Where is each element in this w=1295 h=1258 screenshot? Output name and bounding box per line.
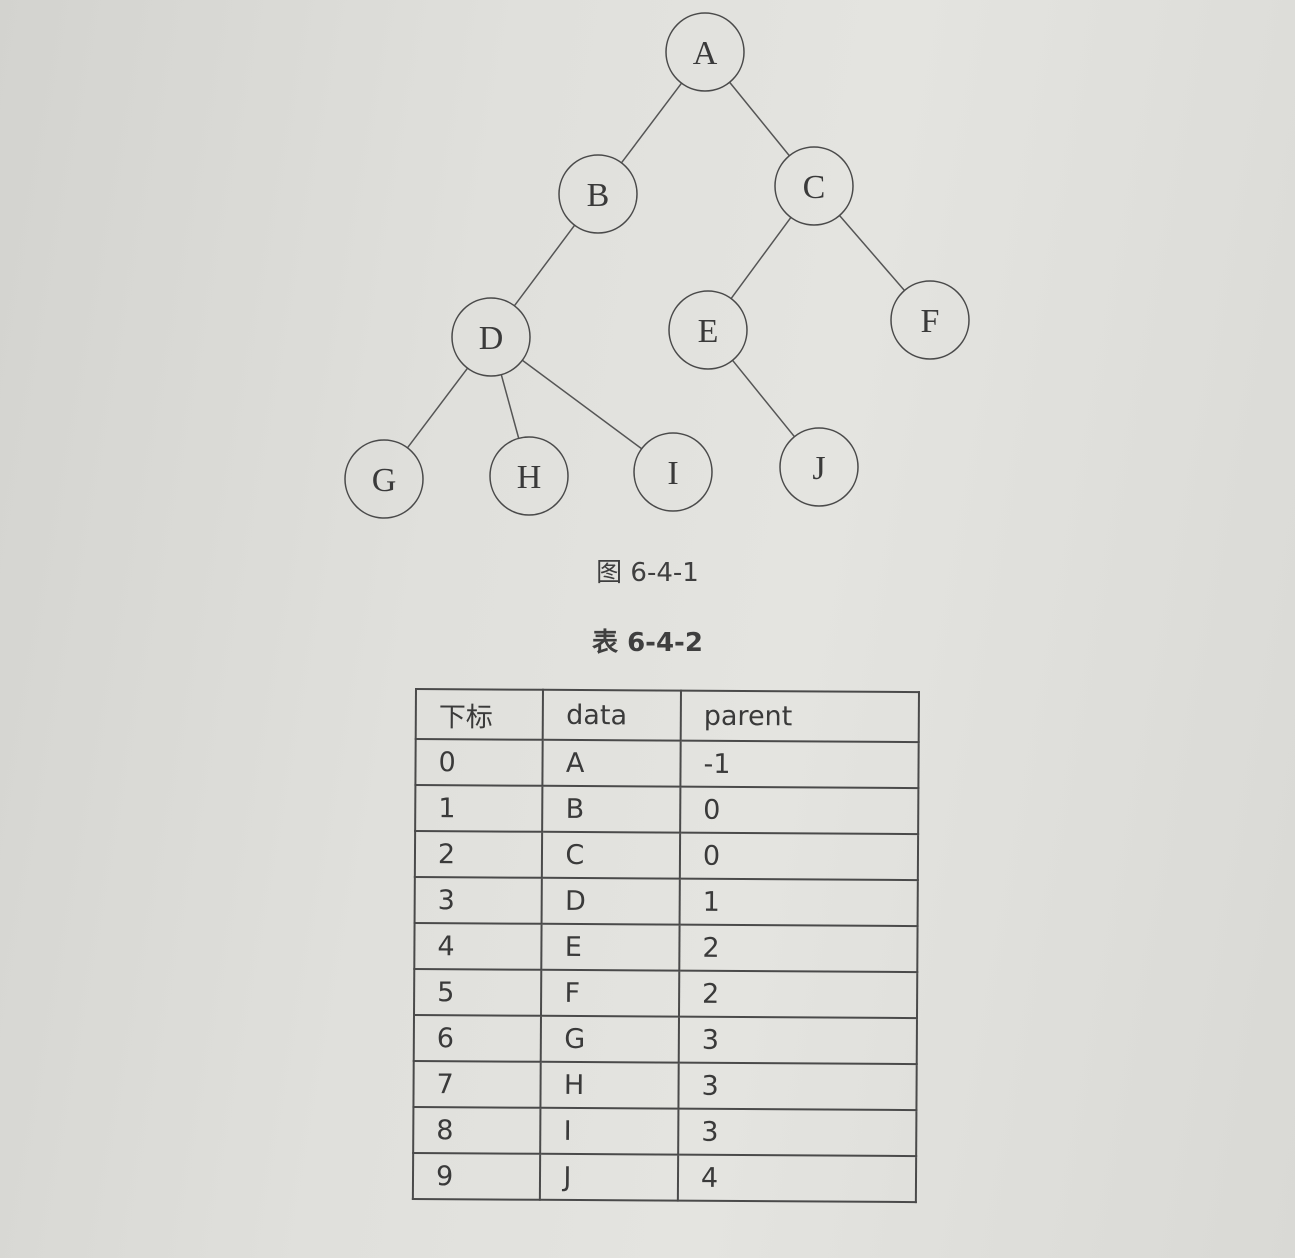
node-label: A — [693, 35, 718, 72]
edge-b-d — [513, 224, 576, 307]
cell-index: 9 — [412, 1152, 541, 1200]
node-circle — [558, 154, 638, 234]
table-header-row: 下标 data parent — [415, 689, 919, 743]
node-label: E — [698, 313, 719, 350]
table-row: 1 B 0 — [415, 785, 919, 835]
node-label: J — [812, 450, 825, 487]
header-index: 下标 — [415, 689, 544, 740]
cell-data: E — [541, 923, 680, 971]
edge-c-e — [730, 216, 792, 300]
tree-node-a: A — [665, 12, 745, 92]
cell-parent: 4 — [677, 1154, 917, 1203]
node-circle — [774, 146, 854, 226]
cell-index: 3 — [414, 877, 543, 924]
cell-data: D — [541, 877, 680, 925]
header-parent: parent — [680, 690, 919, 743]
edge-c-f — [838, 214, 906, 292]
table-caption: 表 6-4-2 — [592, 628, 703, 658]
figure-caption: 图 6-4-1 — [596, 558, 699, 588]
table-row: 4 E 2 — [414, 923, 918, 973]
tree-node-b: B — [558, 154, 638, 234]
cell-data: G — [541, 1015, 679, 1063]
tree-node-f: F — [890, 280, 970, 360]
tree-node-c: C — [774, 146, 854, 226]
cell-parent: 2 — [679, 924, 918, 973]
cell-index: 1 — [415, 785, 543, 832]
tree-node-j: J — [779, 427, 859, 507]
edge-d-h — [500, 374, 520, 439]
cell-index: 0 — [415, 739, 544, 786]
node-circle — [489, 436, 569, 516]
node-circle — [890, 280, 970, 360]
node-label: D — [479, 320, 504, 357]
tree-node-i: I — [633, 432, 713, 512]
cell-parent: 0 — [679, 832, 919, 881]
table-row: 3 D 1 — [414, 877, 918, 927]
tree-edges — [406, 81, 906, 450]
cell-data: J — [540, 1153, 679, 1201]
cell-data: F — [541, 969, 680, 1017]
table-row: 9 J 4 — [412, 1152, 917, 1203]
cell-index: 2 — [414, 831, 543, 878]
cell-data: A — [542, 739, 681, 787]
node-label: C — [803, 169, 826, 206]
edge-d-i — [521, 359, 643, 450]
node-label: G — [372, 462, 397, 499]
cell-index: 6 — [413, 1015, 542, 1062]
node-label: H — [517, 459, 542, 496]
node-label: F — [921, 303, 940, 340]
cell-parent: 2 — [678, 970, 918, 1019]
tree-node-g: G — [344, 439, 424, 519]
table-row: 7 H 3 — [413, 1060, 917, 1111]
cell-index: 4 — [414, 923, 542, 970]
cell-data: I — [540, 1107, 679, 1155]
header-data: data — [543, 689, 681, 741]
cell-parent: -1 — [680, 740, 919, 789]
cell-data: C — [542, 831, 681, 879]
tree-node-e: E — [668, 290, 748, 370]
table-row: 5 F 2 — [414, 969, 918, 1019]
table-row: 2 C 0 — [414, 831, 919, 881]
node-label: B — [587, 177, 610, 214]
cell-data: B — [542, 785, 681, 833]
tree-node-d: D — [451, 297, 531, 377]
node-label: I — [667, 455, 678, 492]
node-circle — [668, 290, 748, 370]
tree-nodes: A B C D E F G H I J — [344, 12, 970, 519]
cell-parent: 3 — [678, 1062, 917, 1111]
cell-parent: 3 — [678, 1016, 917, 1065]
cell-data: H — [540, 1061, 679, 1109]
edge-d-g — [406, 367, 469, 449]
cell-index: 8 — [413, 1106, 541, 1154]
cell-parent: 3 — [678, 1108, 917, 1157]
node-circle — [451, 297, 531, 377]
tree-diagram: A B C D E F G H I J — [344, 12, 970, 519]
edge-a-b — [620, 82, 683, 164]
cell-index: 7 — [413, 1060, 542, 1108]
cell-parent: 1 — [679, 878, 918, 927]
node-circle — [779, 427, 859, 507]
cell-index: 5 — [414, 969, 542, 1016]
edge-a-c — [729, 81, 790, 157]
node-circle — [633, 432, 713, 512]
node-circle — [344, 439, 424, 519]
table-row: 6 G 3 — [413, 1015, 917, 1065]
parent-array-table: 下标 data parent 0 A -1 1 B 0 2 C 0 3 — [412, 688, 920, 1203]
table-row: 0 A -1 — [415, 739, 919, 789]
node-circle — [665, 12, 745, 92]
edge-e-j — [731, 359, 796, 438]
tree-node-h: H — [489, 436, 569, 516]
cell-parent: 0 — [680, 786, 919, 835]
table-row: 8 I 3 — [413, 1106, 917, 1157]
